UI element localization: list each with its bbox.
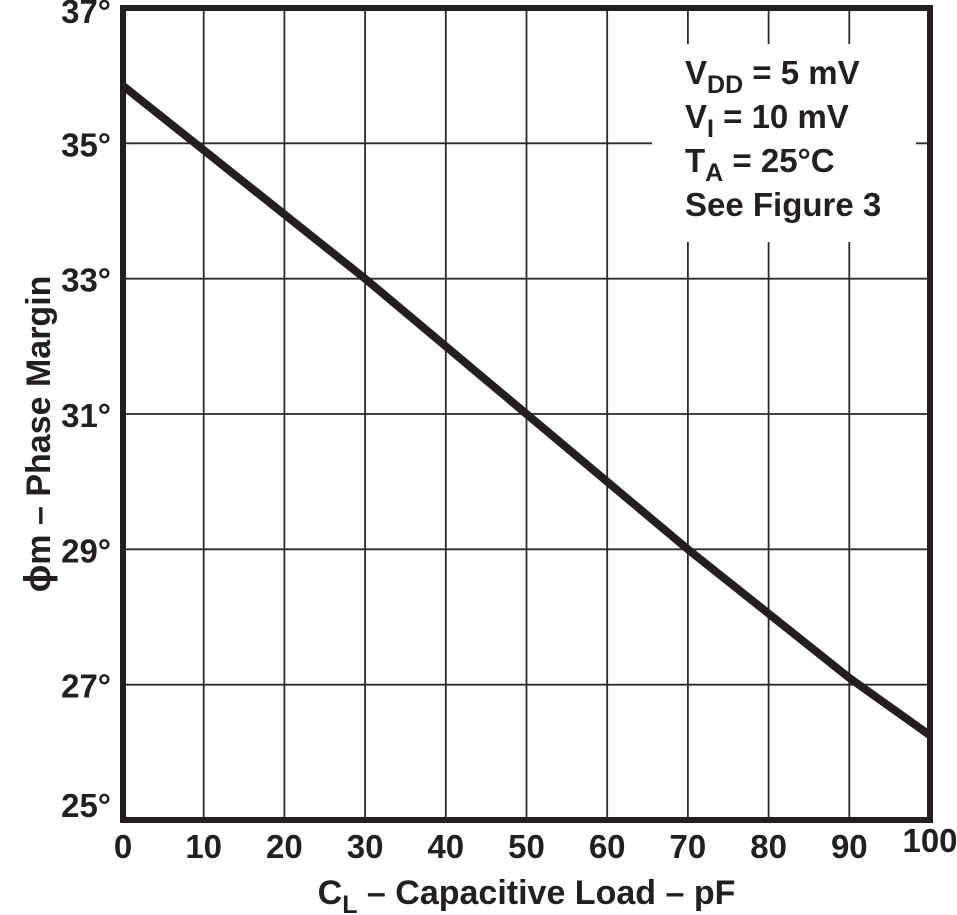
- text-segment: V: [685, 54, 707, 91]
- condition-line: TA = 25°C: [685, 142, 835, 187]
- x-tick-label: 60: [589, 828, 626, 865]
- x-tick-label: 0: [114, 828, 132, 865]
- y-tick-label: 25°: [61, 787, 111, 824]
- x-tick-label: 30: [347, 828, 384, 865]
- x-axis-title: CL – Capacitive Load – pF: [318, 874, 736, 915]
- y-tick-label: 29°: [61, 532, 111, 569]
- condition-line: VI = 10 mV: [685, 98, 849, 143]
- text-segment: See Figure 3: [685, 186, 881, 223]
- x-tick-label: 90: [831, 828, 868, 865]
- x-tick-label: 80: [750, 828, 787, 865]
- text-segment: T: [685, 142, 705, 179]
- conditions-backdrop: [652, 44, 916, 242]
- subscript-segment: L: [342, 891, 357, 915]
- phase-margin-line: [120, 82, 933, 739]
- y-axis-title: ϕm – Phase Margin: [17, 276, 58, 593]
- y-tick-label: 35°: [61, 126, 111, 163]
- text-segment: ϕ: [17, 565, 58, 593]
- text-segment: – Capacitive Load – pF: [357, 874, 735, 912]
- y-tick-label: 37°: [61, 0, 111, 30]
- x-tick-label: 20: [266, 828, 303, 865]
- subscript-segment: A: [705, 159, 723, 187]
- y-tick-label: 33°: [61, 262, 111, 299]
- x-tick-label: 100: [902, 822, 957, 859]
- y-tick-label: 31°: [61, 397, 111, 434]
- subscript-segment: I: [707, 115, 714, 143]
- text-segment: m: [20, 534, 58, 564]
- plot-border: [120, 5, 933, 823]
- condition-line: See Figure 3: [685, 186, 881, 223]
- x-tick-label: 40: [427, 828, 464, 865]
- text-segment: – Phase Margin: [20, 276, 58, 535]
- text-segment: = 5 mV: [743, 54, 859, 91]
- x-tick-label: 70: [670, 828, 707, 865]
- text-segment: C: [318, 874, 343, 912]
- chart-text: 25° 27° 29° 31° 33° 35° 37° 0 10 20 30 40 50 60 70 80 90…: [17, 0, 957, 915]
- text-segment: = 25°C: [723, 142, 834, 179]
- text-segment: V: [685, 98, 707, 135]
- x-tick-label: 50: [508, 828, 545, 865]
- x-tick-label: 10: [185, 828, 222, 865]
- subscript-segment: DD: [707, 71, 743, 99]
- condition-line: VDD = 5 mV: [685, 54, 860, 99]
- y-tick-label: 27°: [61, 668, 111, 705]
- text-segment: = 10 mV: [714, 98, 849, 135]
